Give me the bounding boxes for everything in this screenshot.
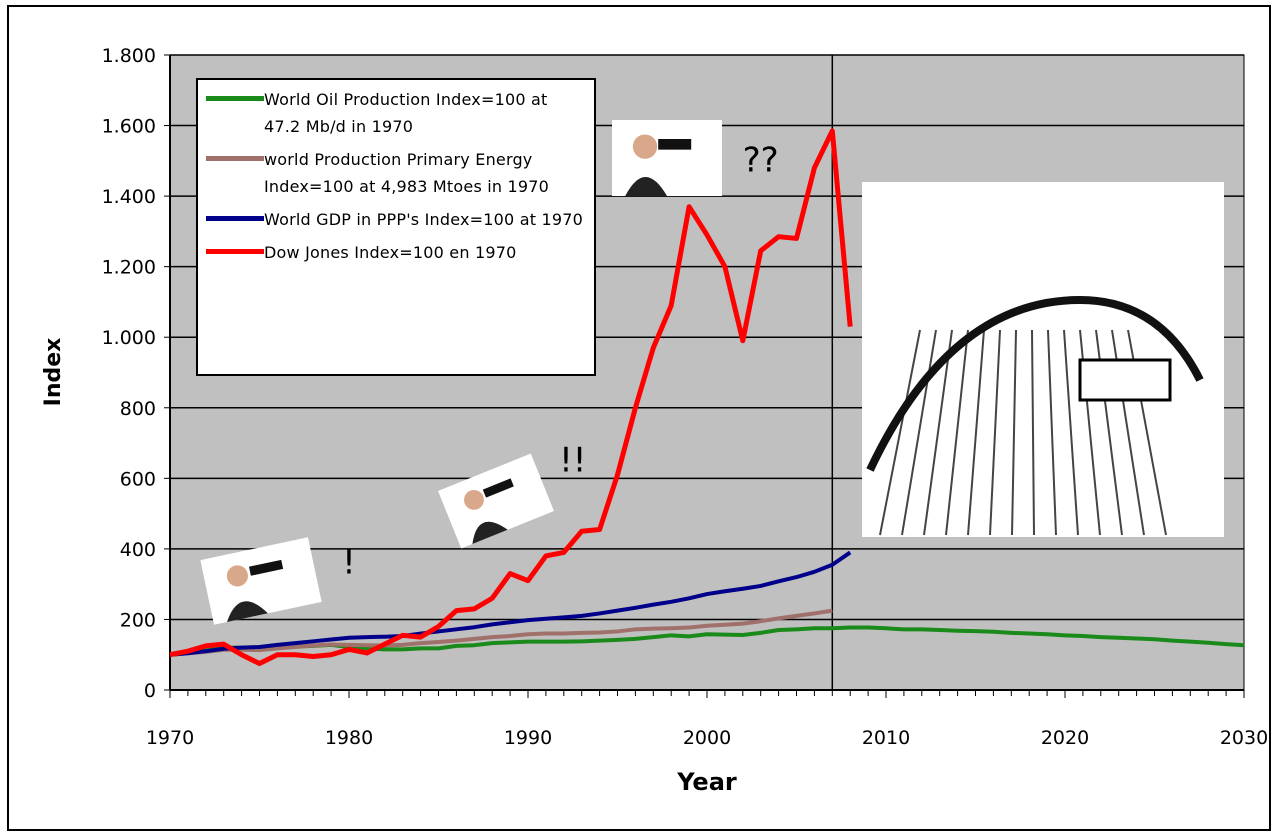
picture-head: [632, 134, 658, 159]
picture-sketch: [989, 329, 1001, 536]
y-axis-title: Index: [41, 338, 66, 407]
picture: [200, 537, 322, 625]
picture-head: [464, 489, 484, 510]
annotation: !!: [559, 440, 586, 480]
y-tick-label: 1.800: [102, 45, 156, 67]
x-tick-label: 1980: [325, 727, 373, 749]
x-tick-label: 2030: [1220, 727, 1268, 749]
legend-swatch: [206, 249, 264, 254]
picture-sketch: [1047, 329, 1057, 536]
x-tick-label: 2000: [683, 727, 731, 749]
legend-label: Dow Jones Index=100 en 1970: [264, 243, 517, 262]
x-tick-label: 2010: [862, 727, 910, 749]
picture: [612, 120, 722, 196]
legend-item: Dow Jones Index=100 en 1970: [206, 239, 586, 266]
x-tick-label: 2020: [1041, 727, 1089, 749]
x-axis-title: Year: [676, 768, 737, 796]
legend: World Oil Production Index=100 at 47.2 M…: [196, 78, 596, 376]
picture-sketch: [923, 329, 953, 536]
y-tick-label: 1.400: [102, 186, 156, 208]
picture-frame: [438, 453, 554, 549]
picture: [438, 453, 554, 549]
picture-sketch: [967, 329, 985, 536]
series-line: [169, 608, 833, 657]
series-line: [169, 128, 853, 667]
picture-track: [866, 295, 1204, 472]
y-tick-label: 200: [120, 609, 156, 631]
series-line: [169, 550, 852, 657]
y-tick-label: 1.600: [102, 116, 156, 138]
annotation: !: [342, 543, 356, 583]
legend-label: World Oil Production Index=100 at 47.2 M…: [264, 90, 548, 136]
picture-binoculars: [248, 559, 284, 576]
picture-sketch: [1031, 329, 1035, 536]
picture-sketch: [945, 329, 969, 536]
y-tick-label: 0: [144, 680, 156, 702]
picture-frame: [200, 537, 322, 625]
x-tick-label: 1990: [504, 727, 552, 749]
legend-swatch: [206, 156, 264, 161]
picture-sketch: [1063, 329, 1079, 536]
legend-label: world Production Primary Energy Index=10…: [264, 150, 550, 196]
picture-car: [1078, 358, 1172, 402]
picture-sketch: [879, 329, 921, 536]
legend-item: World GDP in PPP's Index=100 at 1970: [206, 206, 586, 233]
legend-item: world Production Primary Energy Index=10…: [206, 146, 586, 200]
roller-coaster-picture: [862, 182, 1224, 537]
y-tick-label: 800: [120, 398, 156, 420]
x-tick-label: 1970: [146, 727, 194, 749]
picture-head: [226, 565, 248, 587]
picture-binoculars: [482, 478, 514, 498]
legend-swatch: [206, 216, 264, 221]
legend-item: World Oil Production Index=100 at 47.2 M…: [206, 86, 586, 140]
picture-sketch: [1011, 329, 1017, 536]
picture-binoculars: [658, 139, 692, 150]
picture-body: [625, 177, 667, 196]
picture-sketch: [901, 329, 937, 536]
legend-label: World GDP in PPP's Index=100 at 1970: [264, 210, 583, 229]
y-tick-label: 400: [120, 539, 156, 561]
picture-body: [472, 521, 508, 544]
y-tick-label: 1.200: [102, 257, 156, 279]
y-tick-label: 1.000: [102, 327, 156, 349]
legend-swatch: [206, 96, 264, 101]
picture-body: [226, 601, 268, 622]
picture-frame: [612, 120, 722, 196]
annotation: ??: [743, 140, 779, 180]
y-tick-label: 600: [120, 468, 156, 490]
